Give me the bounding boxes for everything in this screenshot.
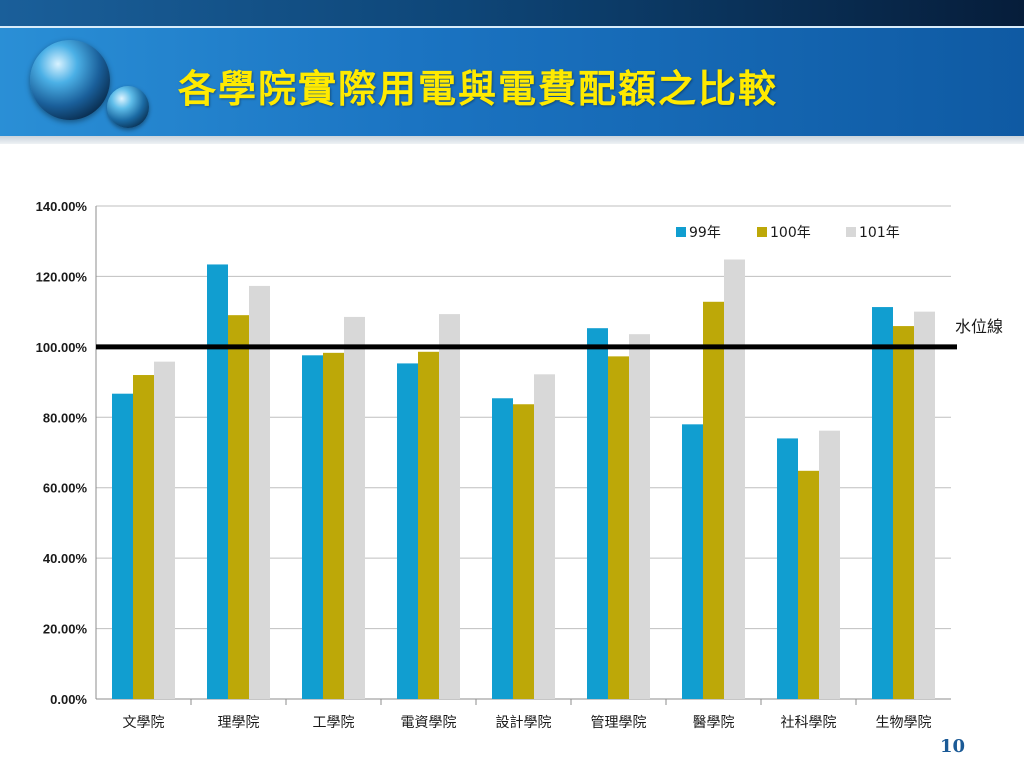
x-tick-label: 醫學院 xyxy=(693,715,735,731)
bar-100年-設計學院 xyxy=(513,404,534,699)
y-tick-label: 80.00% xyxy=(43,410,88,425)
bar-99年-電資學院 xyxy=(397,363,418,699)
globe-small-icon xyxy=(107,86,149,128)
bar-99年-工學院 xyxy=(302,355,323,699)
bar-100年-生物學院 xyxy=(893,326,914,699)
slide-title: 各學院實際用電與電費配額之比較 xyxy=(178,66,779,111)
x-tick-label: 設計學院 xyxy=(496,715,552,731)
y-tick-label: 100.00% xyxy=(36,340,88,355)
legend-label: 100年 xyxy=(770,225,811,241)
x-tick-label: 社科學院 xyxy=(781,715,837,731)
y-tick-label: 60.00% xyxy=(43,481,88,496)
legend-swatch-101年 xyxy=(846,227,856,237)
bar-100年-文學院 xyxy=(133,375,154,699)
bar-100年-醫學院 xyxy=(703,301,724,699)
x-tick-label: 文學院 xyxy=(123,715,165,731)
bar-99年-管理學院 xyxy=(587,328,608,699)
legend-swatch-99年 xyxy=(676,227,686,237)
bar-101年-電資學院 xyxy=(439,314,460,699)
x-tick-label: 工學院 xyxy=(313,715,355,731)
legend-label: 101年 xyxy=(859,225,900,241)
banner-divider xyxy=(0,136,1024,144)
bar-99年-醫學院 xyxy=(682,424,703,699)
y-tick-label: 20.00% xyxy=(43,622,88,637)
waterline-label: 水位線 xyxy=(955,317,1003,336)
bar-100年-理學院 xyxy=(228,315,249,699)
x-tick-label: 電資學院 xyxy=(401,715,457,731)
title-banner xyxy=(0,26,1024,140)
top-band xyxy=(0,0,1024,26)
bar-100年-電資學院 xyxy=(418,351,439,699)
bar-99年-文學院 xyxy=(112,393,133,699)
y-tick-label: 40.00% xyxy=(43,551,88,566)
x-tick-label: 管理學院 xyxy=(591,715,647,731)
page-number: 10 xyxy=(940,736,966,757)
bar-99年-社科學院 xyxy=(777,438,798,699)
bar-101年-社科學院 xyxy=(819,430,840,699)
x-tick-label: 理學院 xyxy=(218,715,260,731)
bar-101年-工學院 xyxy=(344,316,365,699)
bar-101年-設計學院 xyxy=(534,374,555,699)
bar-99年-設計學院 xyxy=(492,398,513,699)
bar-100年-社科學院 xyxy=(798,470,819,699)
y-tick-label: 0.00% xyxy=(50,692,87,707)
legend-swatch-100年 xyxy=(757,227,767,237)
bar-101年-文學院 xyxy=(154,361,175,699)
globe-large-icon xyxy=(30,40,110,120)
bar-101年-醫學院 xyxy=(724,259,745,699)
bar-101年-生物學院 xyxy=(914,311,935,699)
legend-label: 99年 xyxy=(689,225,721,241)
x-tick-label: 生物學院 xyxy=(876,715,932,731)
y-tick-label: 120.00% xyxy=(36,269,88,284)
bar-99年-理學院 xyxy=(207,264,228,699)
y-tick-label: 140.00% xyxy=(36,199,88,214)
bar-101年-管理學院 xyxy=(629,334,650,699)
bar-100年-管理學院 xyxy=(608,356,629,699)
bar-101年-理學院 xyxy=(249,285,270,699)
bar-100年-工學院 xyxy=(323,352,344,699)
bar-99年-生物學院 xyxy=(872,307,893,699)
